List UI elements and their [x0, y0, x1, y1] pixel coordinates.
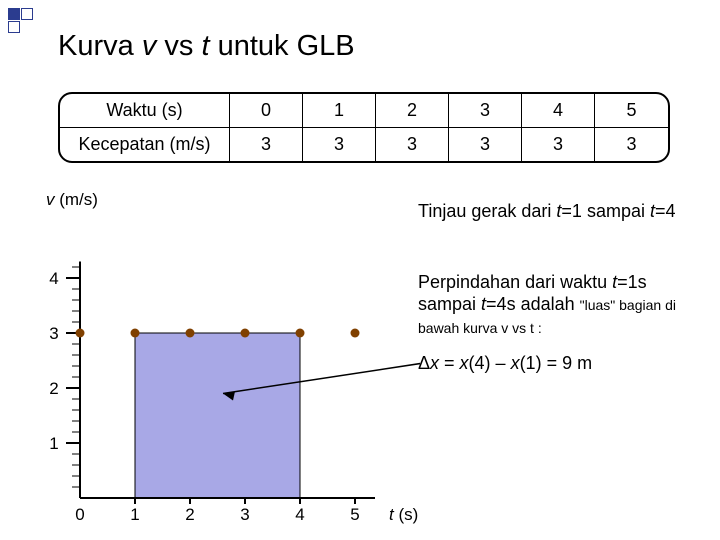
- chart-area: v (m/s) 1234012345t (s): [40, 190, 400, 530]
- svg-text:4: 4: [49, 269, 58, 288]
- table-row: Kecepatan (m/s) 3 3 3 3 3 3: [60, 128, 668, 161]
- txt: (4) –: [469, 353, 511, 373]
- txt: =1 sampai: [561, 201, 650, 221]
- title-text: vs: [156, 30, 201, 62]
- chart-svg: 1 2 3 4 0 1 2 3 4 5 t (s): [40, 190, 420, 530]
- table-cell: 2: [376, 94, 449, 128]
- title-text: Kurva: [58, 30, 142, 62]
- table-row: Waktu (s) 0 1 2 3 4 5: [60, 94, 668, 128]
- svg-text:t (s): t (s): [389, 505, 418, 524]
- svg-text:1: 1: [49, 434, 58, 453]
- slide-bullet-icon: [8, 8, 36, 36]
- ylabel-var: v: [46, 190, 55, 209]
- table-cell: 3: [449, 128, 522, 161]
- txt: (1) = 9 m: [520, 353, 593, 373]
- table-cell: 0: [230, 94, 303, 128]
- table-cell: 5: [595, 94, 668, 128]
- table-cell: 3: [449, 94, 522, 128]
- svg-text:0: 0: [75, 505, 84, 524]
- svg-text:3: 3: [49, 324, 58, 343]
- title-v: v: [142, 30, 157, 62]
- txt: =: [439, 353, 460, 373]
- table-cell: 3: [376, 128, 449, 161]
- txt: Perpindahan dari waktu: [418, 272, 612, 292]
- txt: x: [430, 353, 439, 373]
- notes-block: Tinjau gerak dari t=1 sampai t=4 Perpind…: [418, 200, 704, 389]
- title-text: untuk GLB: [210, 30, 355, 62]
- y-axis-label: v (m/s): [46, 190, 98, 210]
- title-t: t: [201, 30, 209, 62]
- note-line-2: Perpindahan dari waktu t=1s sampai t=4s …: [418, 271, 704, 339]
- svg-text:2: 2: [185, 505, 194, 524]
- table-cell: 4: [522, 94, 595, 128]
- svg-text:2: 2: [49, 379, 58, 398]
- txt: =4: [655, 201, 676, 221]
- txt: Tinjau gerak dari: [418, 201, 556, 221]
- svg-text:1: 1: [130, 505, 139, 524]
- table-cell: 3: [303, 128, 376, 161]
- txt: x: [460, 353, 469, 373]
- note-line-1: Tinjau gerak dari t=1 sampai t=4: [418, 200, 704, 223]
- row-label: Waktu (s): [60, 94, 230, 128]
- table-cell: 1: [303, 94, 376, 128]
- txt: =4s adalah: [486, 294, 580, 314]
- table-cell: 3: [230, 128, 303, 161]
- delta-symbol: Δ: [418, 353, 430, 373]
- row-label: Kecepatan (m/s): [60, 128, 230, 161]
- note-line-3: Δx = x(4) – x(1) = 9 m: [418, 352, 704, 375]
- svg-text:3: 3: [240, 505, 249, 524]
- svg-text:5: 5: [350, 505, 359, 524]
- ylabel-unit: (m/s): [55, 190, 98, 209]
- data-table: Waktu (s) 0 1 2 3 4 5 Kecepatan (m/s) 3 …: [58, 92, 670, 163]
- txt: x: [511, 353, 520, 373]
- table-cell: 3: [595, 128, 668, 161]
- page-title: Kurva v vs t untuk GLB: [58, 30, 355, 63]
- table-cell: 3: [522, 128, 595, 161]
- svg-text:4: 4: [295, 505, 304, 524]
